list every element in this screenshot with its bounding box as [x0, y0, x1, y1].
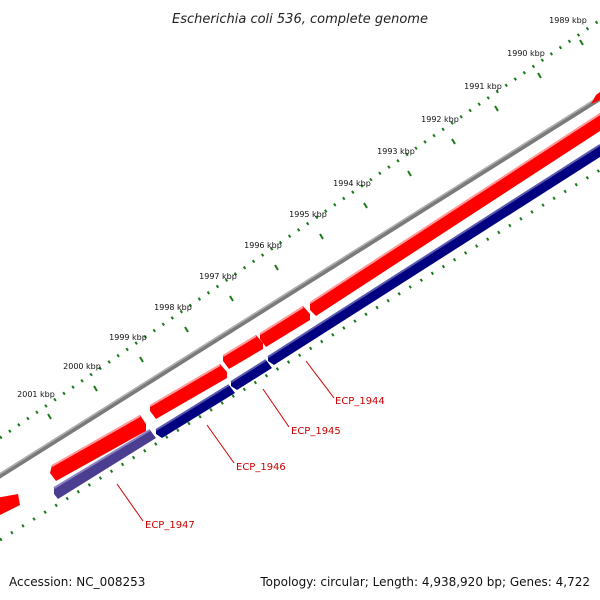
- plus-strand-feature: [0, 494, 20, 515]
- gene-label: ECP_1947: [145, 520, 195, 531]
- plus-strand-track: [0, 92, 600, 515]
- gene-leader-line: [305, 360, 335, 399]
- tick-label: 1996 kbp: [244, 241, 282, 250]
- tick-label: 1992 kbp: [421, 115, 459, 124]
- tick-label: 1989 kbp: [549, 16, 587, 25]
- gene-label: ECP_1944: [335, 396, 385, 407]
- minus-strand-track: [53, 144, 600, 499]
- tick-label: 1991 kbp: [464, 82, 502, 91]
- plus-strand-feature: [310, 113, 600, 316]
- gene-leader-line: [206, 424, 235, 464]
- tick-mark: [363, 202, 368, 209]
- tick-mark: [579, 39, 584, 46]
- tick-label: 2000 kbp: [63, 362, 101, 371]
- genome-summary: Topology: circular; Length: 4,938,920 bp…: [259, 575, 590, 589]
- plus-strand-feature: [260, 306, 310, 347]
- gene-label: ECP_1945: [291, 426, 341, 437]
- tick-label: 1990 kbp: [507, 49, 545, 58]
- tick-mark: [451, 138, 456, 145]
- tick-mark: [319, 233, 324, 240]
- tick-label: 1999 kbp: [109, 333, 147, 342]
- tick-label: 1998 kbp: [154, 303, 192, 312]
- tick-mark: [537, 72, 542, 79]
- gene-feature: [231, 360, 272, 390]
- scale-ticks: 1989 kbp 1990 kbp 1991 kbp 1992 kbp 1993 kbp…: [17, 16, 587, 420]
- tick-mark: [229, 295, 234, 302]
- plus-strand-feature: [223, 335, 263, 369]
- gene-label: ECP_1946: [236, 462, 286, 473]
- tick-label: 1995 kbp: [289, 210, 327, 219]
- inner-scale-dots: [0, 168, 600, 542]
- tick-mark: [47, 413, 52, 420]
- tick-label: 1997 kbp: [199, 272, 237, 281]
- map-title: Escherichia coli 536, complete genome: [172, 12, 428, 27]
- outer-scale-dots: [0, 18, 600, 440]
- accession-label: Accession: NC_008253: [9, 575, 145, 589]
- gene-feature: [268, 145, 600, 365]
- gene-leader-line: [262, 388, 290, 428]
- tick-label: 1994 kbp: [333, 179, 371, 188]
- genome-backbone: [0, 95, 600, 479]
- gene-leader-line: [116, 483, 144, 522]
- tick-mark: [494, 105, 499, 112]
- tick-mark: [407, 170, 412, 177]
- tick-mark: [184, 326, 189, 333]
- tick-mark: [274, 264, 279, 271]
- gene-feature: [156, 385, 235, 438]
- tick-mark: [93, 385, 98, 392]
- tick-label: 2001 kbp: [17, 390, 55, 399]
- gene-labels: ECP_1944 ECP_1945 ECP_1946 ECP_1947: [116, 360, 385, 531]
- tick-mark: [139, 356, 144, 363]
- plus-strand-feature: [50, 415, 146, 481]
- plus-strand-feature: [150, 364, 227, 419]
- gene-feature: [54, 430, 156, 499]
- tick-label: 1993 kbp: [377, 147, 415, 156]
